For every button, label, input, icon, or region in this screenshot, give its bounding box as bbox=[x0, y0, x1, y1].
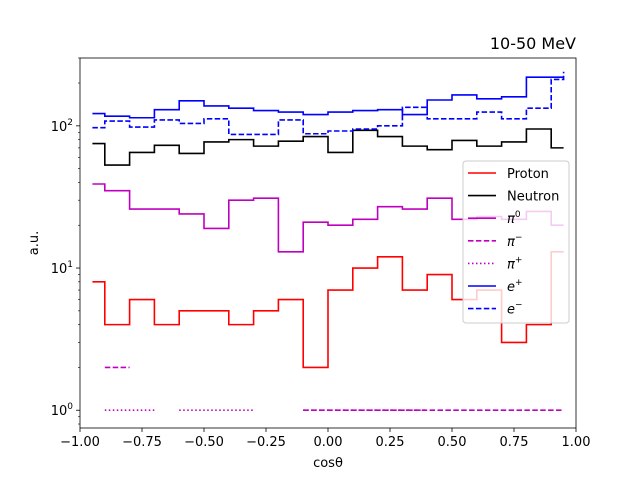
x-tick-label: −0.25 bbox=[246, 435, 286, 450]
legend: Proton Neutron π0 π− π+ e+ e− bbox=[462, 160, 570, 324]
series-3 bbox=[104, 366, 564, 412]
series-line-segment bbox=[92, 128, 564, 166]
legend-label: e− bbox=[507, 301, 523, 318]
x-tick-label: −0.75 bbox=[122, 435, 162, 450]
x-tick-label: 0.75 bbox=[500, 435, 529, 450]
legend-label: π+ bbox=[507, 255, 522, 272]
legend-label: Neutron bbox=[507, 190, 559, 205]
x-tick-label: 1.00 bbox=[562, 435, 591, 450]
x-tick-label: 0.00 bbox=[314, 435, 343, 450]
x-tick-label: 0.25 bbox=[376, 435, 405, 450]
legend-label: π− bbox=[507, 233, 522, 250]
y-tick-label: 102 bbox=[51, 118, 73, 135]
legend-label: π0 bbox=[507, 210, 521, 227]
y-tick-label: 101 bbox=[51, 260, 73, 277]
series-line-segment bbox=[92, 76, 564, 119]
x-tick-label: −0.50 bbox=[184, 435, 224, 450]
series-5 bbox=[92, 76, 564, 119]
series-1 bbox=[92, 128, 564, 166]
y-axis-ticks: 100 101 102 bbox=[51, 57, 80, 425]
legend-label: Proton bbox=[507, 167, 549, 182]
legend-box bbox=[462, 160, 570, 324]
chart-title: 10-50 MeV bbox=[490, 34, 576, 53]
x-axis-ticks: −1.00 −0.75 −0.50 −0.25 0.00 0.25 0.50 0.75 1.00 bbox=[60, 428, 590, 450]
y-tick-label: 100 bbox=[51, 402, 74, 419]
x-tick-label: 0.50 bbox=[438, 435, 467, 450]
x-axis-label: cosθ bbox=[313, 456, 343, 471]
series-line-segment bbox=[92, 71, 565, 136]
x-tick-label: −1.00 bbox=[60, 435, 100, 450]
y-axis-label: a.u. bbox=[27, 231, 42, 255]
legend-label: e+ bbox=[507, 278, 523, 295]
series-6 bbox=[92, 71, 565, 136]
